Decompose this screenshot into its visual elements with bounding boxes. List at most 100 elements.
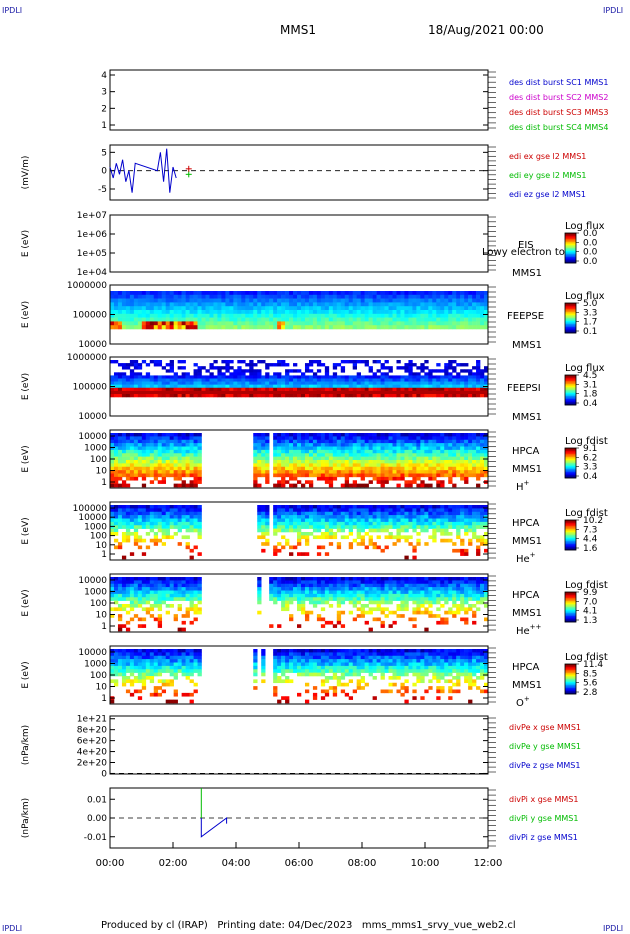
heatmap-cell: [396, 518, 401, 523]
heatmap-cell: [113, 317, 119, 322]
heatmap-cell: [157, 617, 163, 622]
heatmap-cell: [141, 291, 147, 296]
heatmap-cell: [352, 515, 357, 519]
heatmap-cell: [149, 439, 155, 444]
heatmap-cell: [237, 372, 242, 376]
heatmap-cell: [416, 538, 421, 543]
heatmap-cell: [312, 453, 318, 457]
heatmap-cell: [277, 436, 282, 441]
heatmap-cell: [129, 360, 135, 364]
heatmap-cell: [364, 306, 369, 311]
heatmap-cell: [185, 439, 190, 444]
heatmap-cell: [145, 470, 151, 474]
heatmap-cell: [400, 378, 405, 382]
heatmap-cell: [153, 466, 159, 471]
heatmap-cell: [257, 505, 262, 509]
heatmap-cell: [340, 453, 346, 457]
heatmap-cell: [344, 439, 350, 444]
heatmap-cell: [484, 525, 489, 529]
heatmap-cell: [368, 325, 373, 330]
heatmap-cell: [189, 548, 194, 553]
heatmap-cell: [400, 449, 405, 454]
heatmap-cell: [129, 617, 135, 622]
y-tick-label: 1000: [84, 522, 107, 532]
heatmap-cell: [480, 446, 485, 451]
heatmap-cell: [129, 460, 135, 464]
heatmap-cell: [110, 443, 115, 447]
heatmap-cell: [153, 436, 159, 441]
heatmap-cell: [153, 508, 159, 513]
heatmap-cell: [464, 548, 469, 553]
heatmap-cell: [384, 375, 389, 379]
heatmap-cell: [153, 360, 159, 364]
heatmap-cell: [113, 384, 119, 389]
heatmap-cell: [436, 453, 441, 457]
heatmap-cell: [464, 600, 469, 605]
heatmap-cell: [472, 317, 477, 322]
heatmap-cell: [133, 372, 139, 376]
heatmap-cell: [117, 378, 123, 382]
heatmap-cell: [257, 325, 262, 330]
heatmap-cell: [181, 473, 186, 478]
heatmap-cell: [110, 580, 115, 585]
heatmap-cell: [113, 580, 119, 585]
heatmap-cell: [388, 369, 393, 373]
heatmap-cell: [476, 381, 481, 385]
heatmap-cell: [464, 443, 469, 447]
heatmap-cell: [404, 466, 409, 471]
heatmap-cell: [209, 317, 214, 322]
heatmap-cell: [324, 381, 330, 385]
heatmap-cell: [285, 600, 290, 605]
heatmap-cell: [392, 393, 397, 398]
heatmap-cell: [110, 433, 115, 437]
heatmap-cell: [133, 535, 139, 540]
heatmap-cell: [456, 453, 461, 457]
heatmap-cell: [312, 439, 318, 444]
heatmap-cell: [121, 587, 127, 591]
heatmap-cell: [185, 294, 190, 299]
heatmap-cell: [253, 378, 258, 382]
heatmap-cell: [285, 291, 290, 296]
colorbar-segment: [565, 470, 576, 473]
heatmap-cell: [368, 439, 373, 444]
heatmap-cell: [400, 604, 405, 608]
heatmap-cell: [476, 590, 481, 595]
heatmap-cell: [424, 313, 429, 318]
heatmap-cell: [121, 538, 127, 543]
heatmap-cell: [448, 587, 453, 591]
heatmap-cell: [448, 363, 453, 367]
heatmap-cell: [125, 577, 131, 581]
heatmap-cell: [460, 310, 465, 315]
heatmap-cell: [416, 600, 421, 605]
heatmap-cell: [181, 302, 186, 307]
heatmap-cell: [416, 453, 421, 457]
heatmap-cell: [444, 436, 449, 441]
heatmap-cell: [336, 525, 342, 529]
heatmap-cell: [213, 302, 218, 307]
heatmap-cell: [297, 393, 302, 398]
heatmap-cell: [336, 583, 342, 588]
heatmap-cell: [452, 470, 457, 474]
heatmap-cell: [376, 393, 381, 398]
heatmap-cell: [121, 463, 127, 468]
heatmap-cell: [440, 446, 445, 451]
heatmap-cell: [436, 325, 441, 330]
heatmap-cell: [316, 552, 322, 556]
heatmap-cell: [165, 306, 170, 311]
heatmap-cell: [285, 446, 290, 451]
heatmap-cell: [448, 470, 453, 474]
heatmap-cell: [189, 555, 194, 560]
heatmap-cell: [289, 590, 294, 595]
heatmap-cell: [416, 446, 421, 451]
heatmap-cell: [384, 521, 389, 526]
heatmap-cell: [452, 597, 457, 601]
heatmap-cell: [436, 310, 441, 315]
heatmap-cell: [396, 366, 401, 370]
heatmap-cell: [141, 317, 147, 322]
heatmap-cell: [460, 460, 465, 464]
heatmap-cell: [193, 604, 198, 608]
heatmap-cell: [336, 521, 342, 526]
heatmap-cell: [344, 381, 350, 385]
heatmap-cell: [285, 508, 290, 513]
